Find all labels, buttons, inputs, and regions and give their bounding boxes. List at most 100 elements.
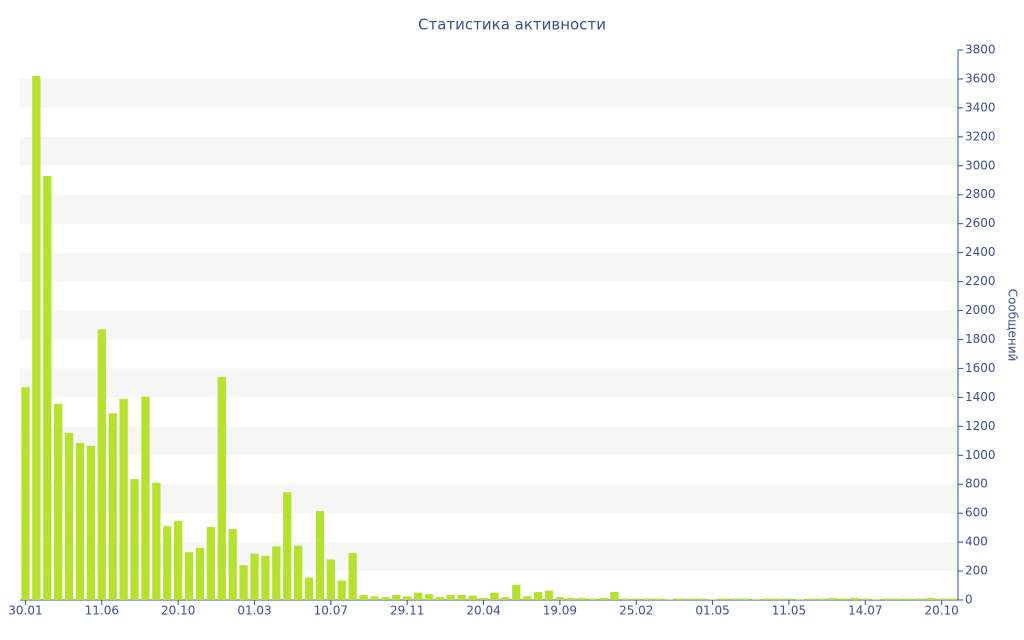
bar [926,597,935,600]
bar [184,552,194,600]
bar [882,598,892,600]
grid-band [20,426,958,456]
y-tick-label: 1400 [965,390,996,404]
bar [664,599,674,600]
y-tick-label: 2800 [965,187,996,201]
bar [86,445,96,600]
y-tick-label: 1600 [965,361,996,375]
bar [261,555,270,600]
bar [370,596,379,600]
bar [217,377,226,600]
bar [163,526,172,600]
bar [806,598,815,600]
bar [359,594,368,600]
bar [937,598,946,600]
y-tick-label: 400 [965,535,988,549]
bar [512,584,521,600]
bar [174,521,183,600]
y-tick-label: 1000 [965,448,996,462]
grid-band [20,484,958,514]
grid-band [20,542,958,572]
bar [195,547,205,600]
bar [250,553,259,600]
x-tick-label: 14.07 [848,604,882,618]
bar [850,597,859,600]
y-tick-label: 3200 [965,129,996,143]
bar [566,597,575,600]
bar [773,598,783,600]
bar [403,596,412,600]
x-tick-label: 20.10 [161,604,195,618]
grid-band [20,368,958,398]
bar [632,598,641,600]
chart-title: Статистика активности [418,16,606,34]
bar [435,597,445,600]
bar [653,598,663,600]
bar [784,598,794,600]
x-tick-label: 11.06 [85,604,119,618]
grid-band [20,194,958,224]
y-tick-label: 3000 [965,158,996,172]
bar [893,598,903,600]
bar [32,76,41,601]
bar [577,597,586,600]
y-tick-label: 0 [965,593,973,607]
bar [621,598,630,600]
bar [64,432,74,600]
bar [108,413,117,600]
bar [141,396,150,600]
x-tick-label: 01.05 [695,604,729,618]
x-tick-label: 10.07 [314,604,348,618]
bar [610,592,619,600]
bar [130,479,139,600]
y-tick-label: 1200 [965,419,996,433]
bar [523,596,532,600]
x-tick-label: 11.05 [772,604,806,618]
bar [228,529,237,600]
x-tick-label: 20.10 [924,604,958,618]
bar [544,590,554,600]
bar [392,594,401,600]
x-tick-label: 30.01 [8,604,42,618]
y-tick-label: 2200 [965,274,996,288]
y-tick-label: 3400 [965,100,996,114]
bar [533,592,543,600]
bar [337,580,346,600]
bar [381,597,390,600]
y-tick-label: 1800 [965,332,996,346]
bar [839,598,848,600]
bar [457,594,466,600]
bar [315,510,325,600]
bar [719,598,728,600]
bar [915,598,924,600]
x-tick-label: 20.04 [466,604,500,618]
bar [43,175,52,600]
bar [741,598,750,600]
bar [348,552,357,600]
bar [97,329,106,600]
bar [468,595,477,600]
y-tick-label: 2600 [965,216,996,230]
x-tick-label: 29.11 [390,604,424,618]
bar [490,592,499,600]
x-tick-label: 01.03 [237,604,271,618]
bar [119,398,128,600]
bar [479,597,488,600]
bar [206,526,216,600]
bar [752,599,761,600]
grid-band [20,252,958,282]
bar [501,597,510,600]
bar [272,546,281,600]
y-tick-label: 3800 [965,43,996,57]
x-tick-label: 25.02 [619,604,653,618]
grid-band [20,136,958,166]
x-tick-label: 19.09 [543,604,577,618]
y-axis-label: Сообщений [1006,289,1020,362]
y-tick-label: 200 [965,564,988,578]
bar [152,482,161,600]
bar [697,598,706,600]
bar [708,599,717,600]
bar [54,403,63,600]
